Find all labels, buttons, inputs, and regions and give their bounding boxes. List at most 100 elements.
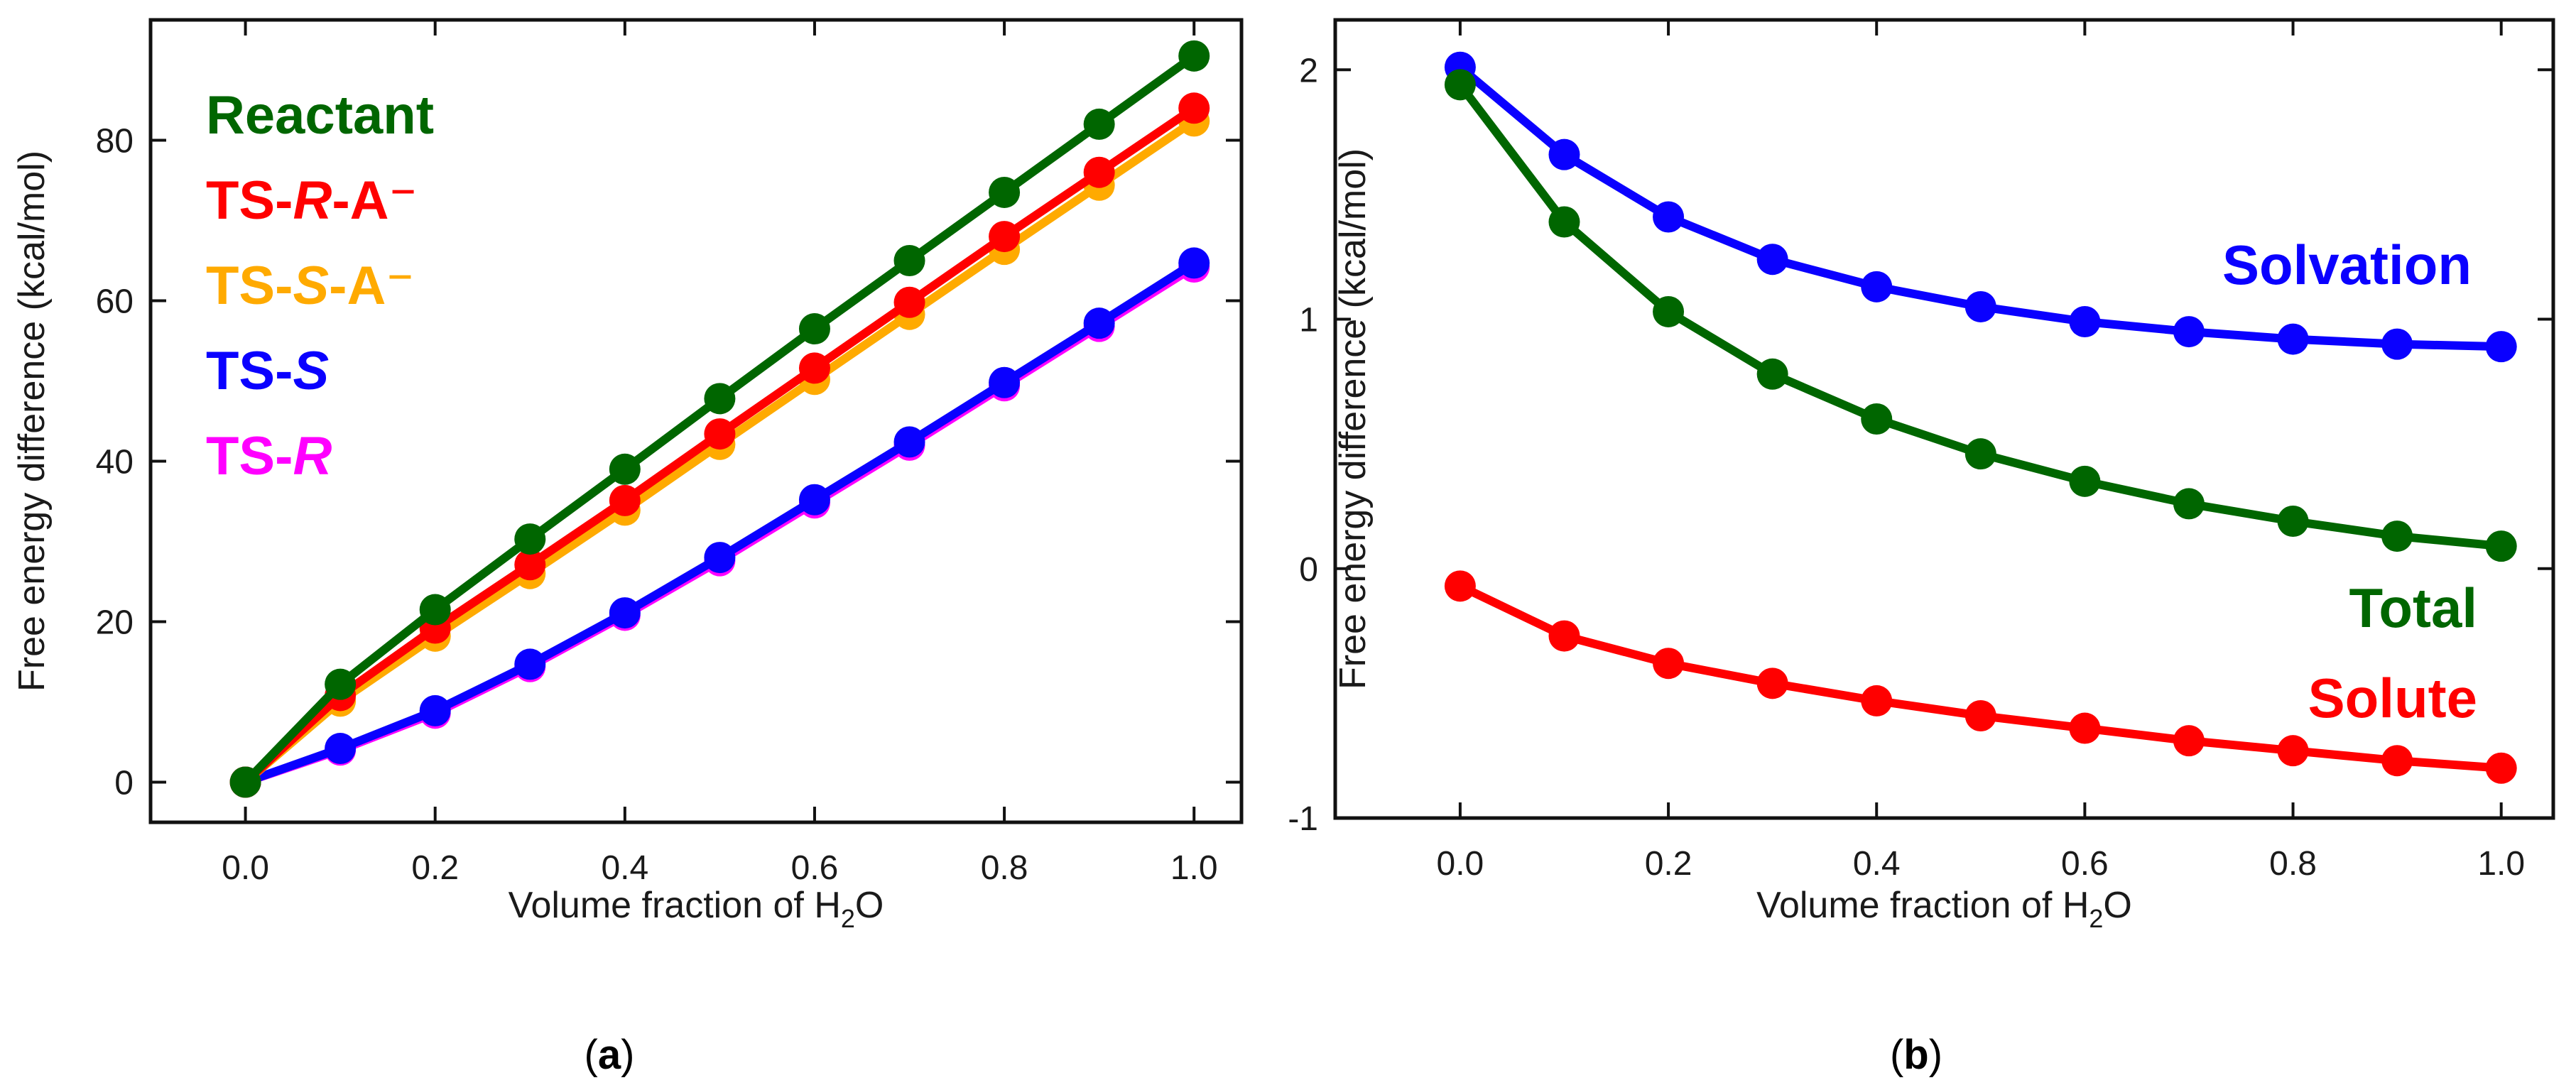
panel-b-x-tick-label: 0.2 [1645, 845, 1692, 883]
panel-a-x-axis-title-end: O [855, 885, 884, 926]
panel-a-plot-frame [148, 18, 1244, 824]
panel-b-y-axis-title: Free energy difference (kcal/mol) [1332, 148, 1374, 690]
panel-a-y-tick-label: 80 [96, 123, 134, 160]
panel-a-y-tick-label: 40 [96, 444, 134, 481]
panel-b-data-point-solute [1548, 620, 1580, 652]
panel-a-data-point-ts-r-a-minus [893, 286, 925, 318]
panel-a-legend-entry-ts-r: TS-R [206, 426, 332, 486]
panel-a-data-point-reactant [704, 383, 736, 415]
panel-a-legend-text-part: R [293, 170, 332, 231]
panel-b-x-axis-title-main: Volume fraction of H [1756, 885, 2089, 926]
panel-b-data-point-total [1548, 206, 1580, 238]
panel-b-data-point-total [1964, 438, 1996, 470]
panel-b-data-point-solute [1653, 648, 1685, 680]
panel-a-legend-text-part: R [293, 426, 332, 486]
panel-a-legend-entry-reactant: Reactant [206, 85, 434, 146]
panel-b-data-point-solvation [2381, 328, 2413, 360]
panel-b-y-tick-label: 2 [1299, 52, 1318, 89]
panel-b-data-point-solute [1756, 667, 1788, 699]
panel-a-x-tick-label: 0.2 [411, 849, 459, 887]
panel-a-legend-text-part: Reactant [206, 85, 434, 146]
panel-a-data-point-ts-r-a-minus [704, 418, 736, 450]
panel-a-series-ts-s [229, 247, 1210, 798]
panel-a-x-tick-label: 0.0 [222, 849, 269, 887]
panel-a-series-line-ts-s [241, 258, 1199, 787]
panel-b-data-point-total [1653, 295, 1685, 327]
panel-a-legend-text-part: -A⁻ [332, 170, 417, 231]
panel-b-y-tick-label: -1 [1288, 800, 1318, 838]
panel-a-x-tick-label: 0.6 [791, 849, 839, 887]
panel-b-x-axis-title: Volume fraction of H2O [1756, 885, 2132, 933]
panel-a-x-axis-title: Volume fraction of H2O [509, 885, 884, 933]
panel-a-y-tick-label: 20 [96, 604, 134, 642]
panel-b-data-point-solute [2381, 745, 2413, 777]
panel-a-data-point-ts-r-a-minus [989, 221, 1021, 253]
panel-b-data-point-solute [1861, 685, 1893, 716]
panel-a-data-point-ts-r-a-minus [1083, 156, 1115, 188]
panel-b-plot-frame [1333, 18, 2555, 820]
panel-b-data-point-total [2277, 506, 2309, 538]
panel-b-data-point-solvation [1964, 290, 1996, 322]
panel-a-data-point-ts-r-a-minus [1178, 92, 1210, 124]
panel-a-data-point-reactant [514, 523, 546, 555]
panel-b-x-tick-label: 0.6 [2061, 845, 2109, 883]
panel-b-x-tick-label: 0.0 [1437, 845, 1484, 883]
panel-a-legend-text-part: TS- [206, 256, 293, 316]
panel-a-series-ts-r [229, 251, 1210, 798]
panel-b-caption-letter: b [1903, 1032, 1928, 1078]
panel-a-y-tick-label: 0 [114, 765, 134, 802]
panel-a-legend-entry-ts-s: TS-S [206, 341, 329, 401]
panel-a-series-line-ts-r [241, 263, 1199, 787]
panel-b-data-point-solvation [1861, 271, 1893, 303]
panel-b-caption: (b) [1890, 1032, 1942, 1078]
panel-a-data-point-ts-r-a-minus [514, 549, 546, 581]
panel-a-data-point-reactant [1083, 108, 1115, 140]
panel-b-data-point-solute [2173, 725, 2205, 757]
panel-a-data-point-ts-r-a-minus [609, 484, 641, 516]
panel-a-data-point-ts-s [325, 733, 357, 765]
panel-a-data-point-reactant [229, 766, 261, 798]
panel-b-data-point-total [2173, 488, 2205, 520]
panel-a-x-tick-label: 0.8 [981, 849, 1028, 887]
panel-b-x-axis-title-sub: 2 [2089, 904, 2103, 933]
panel-b-data-point-total [1861, 403, 1893, 435]
panel-b-series-label-total: Total [2349, 577, 2477, 639]
panel-b-x-tick-label: 0.8 [2269, 845, 2317, 883]
panel-a-data-point-reactant [419, 594, 451, 626]
panel-b-data-point-solvation [1756, 244, 1788, 276]
panel-b-data-point-total [2485, 530, 2517, 562]
panel-b-series-label-solute: Solute [2308, 667, 2477, 729]
panel-b-data-point-solvation [2069, 306, 2101, 338]
panel-a-data-point-ts-s [609, 597, 641, 629]
panel-b-data-point-total [2069, 465, 2101, 497]
panel-b-series-solvation [1444, 51, 2517, 363]
panel-a-data-point-reactant [893, 245, 925, 276]
panel-a-data-point-ts-s [1083, 307, 1115, 339]
panel-b-x-tick-label: 0.4 [1853, 845, 1901, 883]
panel-a-data-point-ts-s [514, 648, 546, 680]
panel-a-chart: 0.0 0.2 0.4 0.6 0.8 1.0 0 20 40 60 80 Volume fracti… [11, 18, 1244, 933]
panel-a-legend-text-part: TS- [206, 426, 293, 486]
panel-b-data-point-solute [2485, 752, 2517, 784]
panel-a-legend-text-part: S [293, 256, 329, 316]
panel-a-data-point-ts-s [704, 542, 736, 574]
panel-a-data-point-ts-s [1178, 247, 1210, 279]
panel-b-series-label-solvation: Solvation [2222, 234, 2472, 296]
panel-a-y-tick-label: 60 [96, 283, 134, 321]
panel-a-legend-text-part: TS- [206, 170, 293, 231]
panel-b-series-total [1444, 69, 2517, 562]
panel-a-data-point-ts-s [419, 694, 451, 726]
panel-b-x-tick-label: 1.0 [2477, 845, 2525, 883]
panel-a-data-point-ts-s [893, 426, 925, 458]
panel-a-caption: (a) [585, 1032, 635, 1078]
panel-b-data-point-solute [2069, 712, 2101, 744]
panel-a-data-point-ts-r-a-minus [798, 352, 830, 384]
panel-a-x-axis-title-sub: 2 [841, 904, 855, 933]
panel-a-data-point-ts-s [989, 366, 1021, 398]
panel-a-data-point-reactant [609, 453, 641, 485]
panel-a-legend-entry-ts-r-a-minus: TS-R-A⁻ [206, 170, 418, 231]
panel-b-x-axis-title-end: O [2103, 885, 2131, 926]
panel-b-data-point-solvation [2277, 323, 2309, 355]
